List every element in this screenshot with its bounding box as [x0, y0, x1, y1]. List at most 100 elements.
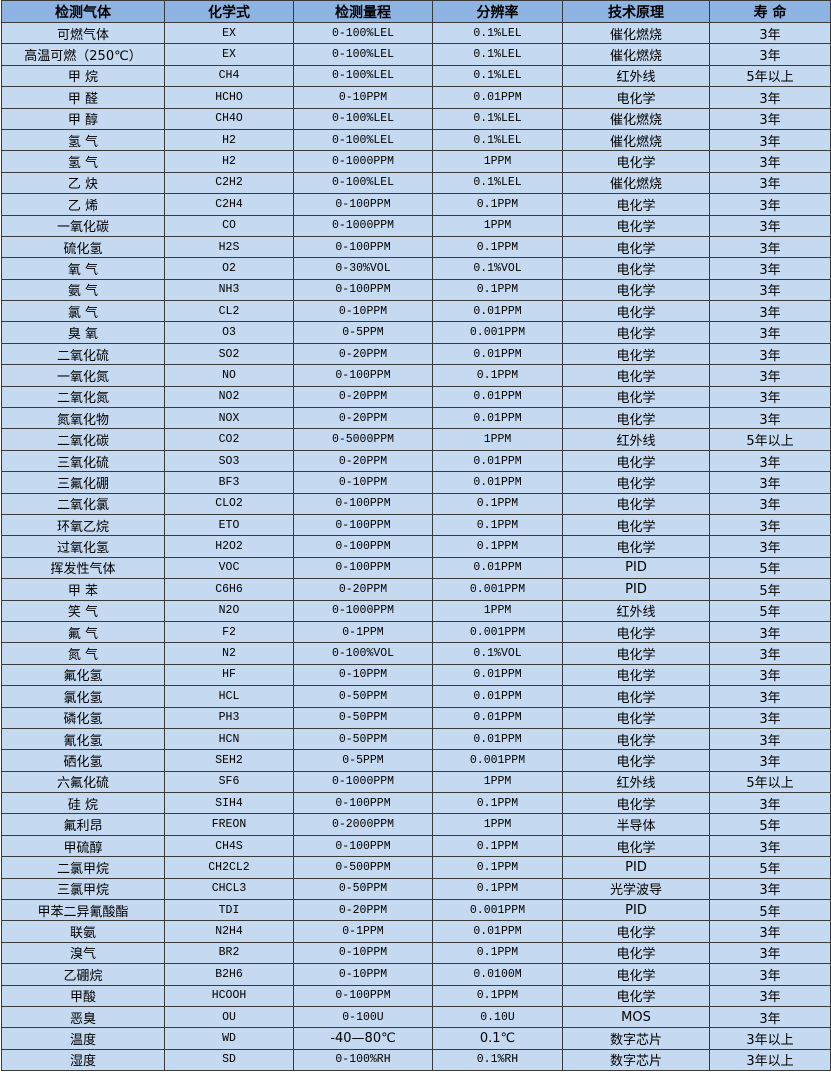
cell-principle: 催化燃烧	[562, 128, 710, 152]
cell-gas: 温度	[1, 1027, 165, 1050]
cell-gas: 乙硼烷	[1, 963, 165, 986]
cell-principle: 电化学	[562, 920, 710, 943]
table-row: 恶臭 OU 0-100U 0.10U MOS 3年	[1, 1005, 831, 1029]
cell-lifetime: 3年	[709, 706, 831, 729]
cell-principle: 电化学	[562, 727, 710, 751]
cell-lifetime: 3年	[709, 235, 831, 259]
table-row: 乙 烯 C2H4 0-100PPM 0.1PPM 电化学 3年	[1, 193, 831, 216]
cell-lifetime: 3年	[709, 877, 831, 901]
cell-gas: 可燃气体	[1, 21, 165, 45]
cell-range: 0-1000PPM	[293, 150, 433, 173]
cell-principle: 电化学	[562, 300, 710, 323]
cell-principle: 光学波导	[562, 877, 710, 901]
cell-gas: 磷化氢	[1, 706, 165, 729]
cell-formula: CLO2	[164, 492, 294, 515]
cell-resolution: 0.1%LEL	[432, 43, 563, 66]
cell-gas: 臭 氧	[1, 321, 165, 344]
cell-formula: N2H4	[164, 920, 294, 943]
cell-range: 0-10PPM	[293, 86, 433, 109]
cell-lifetime: 3年	[709, 300, 831, 323]
cell-gas: 氟化氢	[1, 663, 165, 687]
cell-resolution: 0.1%RH	[432, 1048, 563, 1072]
cell-range: 0-2000PPM	[293, 813, 433, 836]
table-row: 甲 苯 C6H6 0-20PPM 0.001PPM PID 5年	[1, 578, 831, 601]
cell-formula: HCL	[164, 685, 294, 708]
cell-principle: 电化学	[562, 642, 710, 665]
cell-lifetime: 5年以上	[709, 770, 831, 794]
cell-lifetime: 3年	[709, 449, 831, 473]
cell-principle: 电化学	[562, 706, 710, 729]
cell-formula: H2	[164, 128, 294, 152]
cell-lifetime: 3年	[709, 150, 831, 173]
cell-resolution: 0.1PPM	[432, 856, 563, 879]
cell-range: 0-500PPM	[293, 856, 433, 879]
cell-resolution: 1PPM	[432, 770, 563, 794]
cell-principle: 电化学	[562, 150, 710, 173]
cell-range: 0-1000PPM	[293, 599, 433, 622]
cell-resolution: 0.1PPM	[432, 834, 563, 858]
cell-gas: 三氟化硼	[1, 471, 165, 494]
table-row: 笑 气 N2O 0-1000PPM 1PPM 红外线 5年	[1, 599, 831, 622]
cell-principle: 红外线	[562, 770, 710, 794]
cell-formula: SF6	[164, 770, 294, 794]
header-range: 检测量程	[293, 0, 433, 23]
cell-formula: C2H4	[164, 193, 294, 216]
header-principle: 技术原理	[562, 0, 710, 23]
cell-resolution: 0.001PPM	[432, 578, 563, 601]
cell-lifetime: 3年	[709, 642, 831, 665]
table-row: 甲苯二异氰酸酯 TDI 0-20PPM 0.001PPM PID 5年	[1, 899, 831, 922]
cell-gas: 甲 苯	[1, 578, 165, 601]
cell-formula: CH4	[164, 64, 294, 88]
cell-principle: 红外线	[562, 599, 710, 622]
cell-range: 0-10PPM	[293, 963, 433, 986]
cell-range: 0-100PPM	[293, 984, 433, 1007]
cell-principle: 电化学	[562, 342, 710, 366]
cell-formula: SD	[164, 1048, 294, 1072]
cell-formula: OU	[164, 1005, 294, 1029]
cell-gas: 氢 气	[1, 150, 165, 173]
cell-lifetime: 5年	[709, 556, 831, 580]
cell-resolution: 0.1PPM	[432, 193, 563, 216]
cell-range: 0-100PPM	[293, 364, 433, 387]
table-row: 臭 氧 O3 0-5PPM 0.001PPM 电化学 3年	[1, 321, 831, 344]
cell-formula: CH2CL2	[164, 856, 294, 879]
cell-principle: 电化学	[562, 385, 710, 409]
table-row: 二氧化碳 CO2 0-5000PPM 1PPM 红外线 5年以上	[1, 428, 831, 451]
cell-resolution: 0.01PPM	[432, 556, 563, 580]
cell-lifetime: 3年	[709, 342, 831, 366]
table-row: 三氯甲烷 CHCL3 0-50PPM 0.1PPM 光学波导 3年	[1, 877, 831, 901]
cell-principle: 数字芯片	[562, 1048, 710, 1072]
cell-principle: 电化学	[562, 214, 710, 237]
cell-principle: 催化燃烧	[562, 171, 710, 195]
table-row: 甲酸 HCOOH 0-100PPM 0.1PPM 电化学 3年	[1, 984, 831, 1007]
cell-gas: 硒化氢	[1, 749, 165, 772]
cell-formula: CH4S	[164, 834, 294, 858]
cell-formula: HCOOH	[164, 984, 294, 1007]
cell-gas: 过氧化氢	[1, 535, 165, 558]
cell-range: 0-5PPM	[293, 321, 433, 344]
cell-resolution: 0.1%LEL	[432, 128, 563, 152]
cell-resolution: 0.1%LEL	[432, 21, 563, 45]
cell-principle: MOS	[562, 1005, 710, 1029]
cell-principle: 电化学	[562, 792, 710, 815]
table-row: 联氨 N2H4 0-1PPM 0.01PPM 电化学 3年	[1, 920, 831, 943]
cell-formula: NH3	[164, 278, 294, 302]
cell-lifetime: 3年	[709, 171, 831, 195]
cell-principle: 电化学	[562, 257, 710, 280]
cell-lifetime: 3年	[709, 492, 831, 515]
table-row: 氮氧化物 NOX 0-20PPM 0.01PPM 电化学 3年	[1, 407, 831, 430]
cell-formula: CH4O	[164, 107, 294, 130]
cell-formula: SEH2	[164, 749, 294, 772]
table-row: 湿度 SD 0-100%RH 0.1%RH 数字芯片 3年以上	[1, 1048, 831, 1072]
cell-formula: HCHO	[164, 86, 294, 109]
cell-resolution: 0.1PPM	[432, 492, 563, 515]
cell-formula: CO2	[164, 428, 294, 451]
cell-resolution: 0.01PPM	[432, 706, 563, 729]
cell-gas: 氟利昂	[1, 813, 165, 836]
cell-range: 0-20PPM	[293, 449, 433, 473]
cell-principle: 电化学	[562, 235, 710, 259]
cell-lifetime: 3年	[709, 193, 831, 216]
cell-resolution: 0.1%VOL	[432, 642, 563, 665]
cell-principle: 电化学	[562, 663, 710, 687]
cell-formula: EX	[164, 43, 294, 66]
